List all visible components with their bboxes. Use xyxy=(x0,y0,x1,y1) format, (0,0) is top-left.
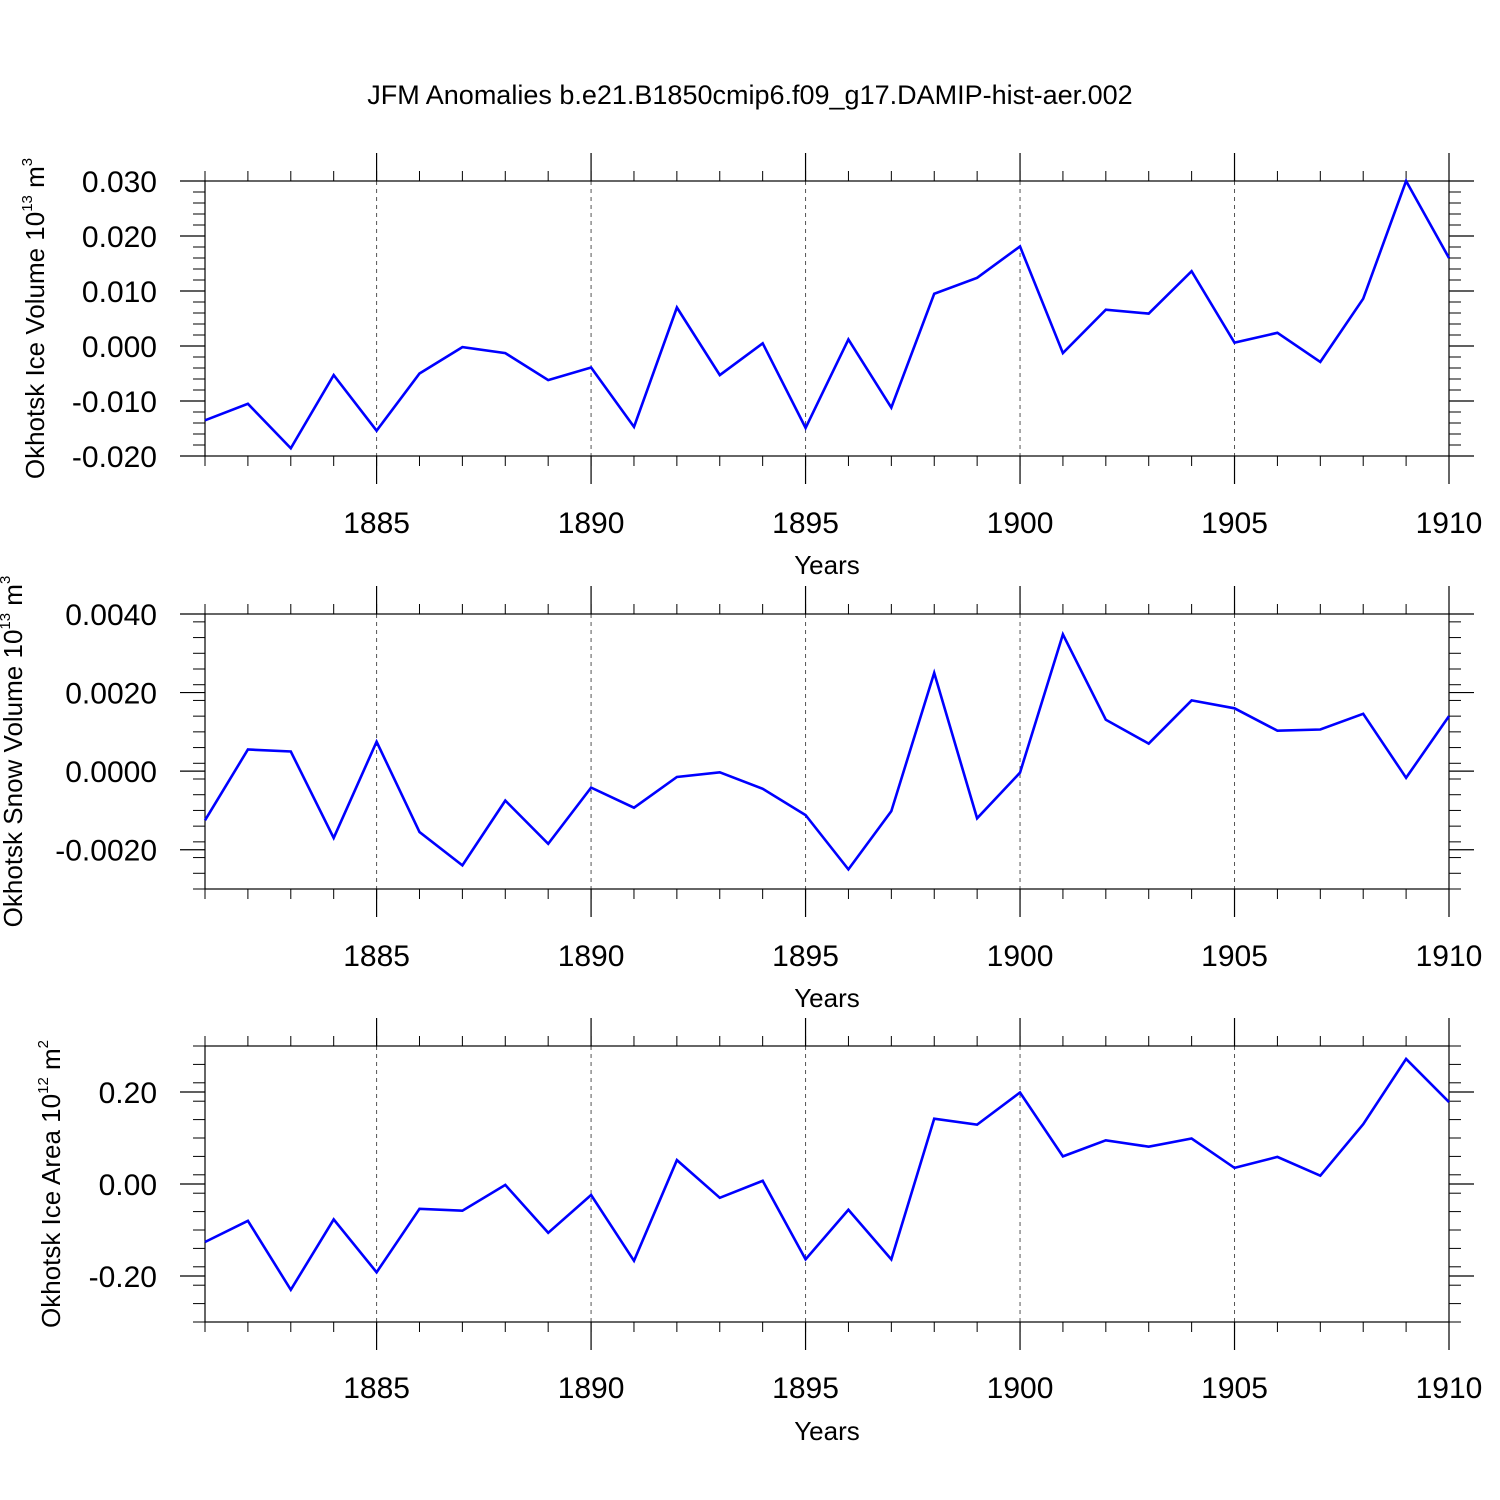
series-line xyxy=(203,630,1451,872)
panel-1: 1885 1890 1895 1900 1905 1910 -0.020 -0.010 0.00… xyxy=(19,153,1482,580)
x-tick-label: 1885 xyxy=(343,507,410,540)
x-tick-label: 1895 xyxy=(772,940,839,973)
y-tick-label: 0.0020 xyxy=(65,678,157,711)
x-tick-label: 1890 xyxy=(558,940,625,973)
series-line xyxy=(204,177,1451,451)
y-axis-label-unit-exponent: 3 xyxy=(19,158,36,166)
panels: 1885 1890 1895 1900 1905 1910 -0.020 -0.010 0.00… xyxy=(0,153,1482,1446)
y-tick-label: -0.010 xyxy=(72,386,157,419)
y-axis-label-unit-exponent: 2 xyxy=(35,1040,52,1048)
y-axis-label-text: Okhotsk Ice Volume 10 xyxy=(20,212,50,479)
x-tick-label: 1905 xyxy=(1201,940,1268,973)
plot-frame xyxy=(204,613,1450,890)
x-tick-label: 1910 xyxy=(1416,940,1483,973)
y-axis-label: Okhotsk Snow Volume 1013 m3 xyxy=(0,576,28,928)
y-tick-label: -0.020 xyxy=(72,441,157,474)
y-tick-label: -0.20 xyxy=(89,1261,157,1294)
y-axis-label: Okhotsk Ice Area 1012 m2 xyxy=(35,1040,66,1328)
y-tick-label: 0.0040 xyxy=(65,599,157,632)
y-axis-label-unit: m xyxy=(0,584,28,613)
y-axis-label-unit: m xyxy=(36,1048,66,1077)
panel-2: 1885 1890 1895 1900 1905 1910 -0.0020 0.0000 0.0… xyxy=(0,576,1482,1013)
x-tick-label: 1910 xyxy=(1416,507,1483,540)
x-tick-label: 1905 xyxy=(1201,1372,1268,1405)
y-tick-label: 0.000 xyxy=(82,331,157,364)
y-axis-label-unit: m xyxy=(20,166,50,195)
x-tick-label: 1895 xyxy=(772,1372,839,1405)
x-axis-label: Years xyxy=(794,550,860,580)
series-line xyxy=(204,1056,1450,1293)
x-tick-label: 1895 xyxy=(772,507,839,540)
y-tick-label: 0.20 xyxy=(99,1077,157,1110)
y-tick-label: 0.010 xyxy=(82,276,157,309)
chart-title: JFM Anomalies b.e21.B1850cmip6.f09_g17.D… xyxy=(367,80,1132,110)
x-tick-label: 1910 xyxy=(1416,1372,1483,1405)
y-tick-label: -0.0020 xyxy=(55,835,157,868)
x-axis-label: Years xyxy=(794,983,860,1013)
y-axis-label-text: Okhotsk Ice Area 10 xyxy=(36,1094,66,1328)
plot-frame xyxy=(204,1045,1450,1323)
y-axis-label: Okhotsk Ice Volume 1013 m3 xyxy=(19,158,50,479)
y-tick-label: 0.0000 xyxy=(65,756,157,789)
x-tick-label: 1885 xyxy=(343,940,410,973)
y-axis-label-text: Okhotsk Snow Volume 10 xyxy=(0,630,28,928)
y-axis-label-exponent: 12 xyxy=(35,1077,52,1094)
x-tick-label: 1885 xyxy=(343,1372,410,1405)
x-tick-label: 1890 xyxy=(558,1372,625,1405)
y-tick-label: 0.030 xyxy=(82,166,157,199)
x-tick-label: 1905 xyxy=(1201,507,1268,540)
y-axis-label-exponent: 13 xyxy=(0,613,14,630)
y-tick-label: 0.00 xyxy=(99,1169,157,1202)
x-tick-label: 1900 xyxy=(987,507,1054,540)
x-tick-label: 1900 xyxy=(987,940,1054,973)
panel-3: 1885 1890 1895 1900 1905 1910 -0.20 0.00 0.20 Yea… xyxy=(35,1018,1482,1446)
x-axis-label: Years xyxy=(794,1416,860,1446)
y-axis-label-exponent: 13 xyxy=(19,195,36,212)
x-tick-label: 1900 xyxy=(987,1372,1054,1405)
y-axis-label-unit-exponent: 3 xyxy=(0,576,14,584)
y-tick-label: 0.020 xyxy=(82,221,157,254)
x-tick-label: 1890 xyxy=(558,507,625,540)
plot-frame xyxy=(204,180,1450,457)
